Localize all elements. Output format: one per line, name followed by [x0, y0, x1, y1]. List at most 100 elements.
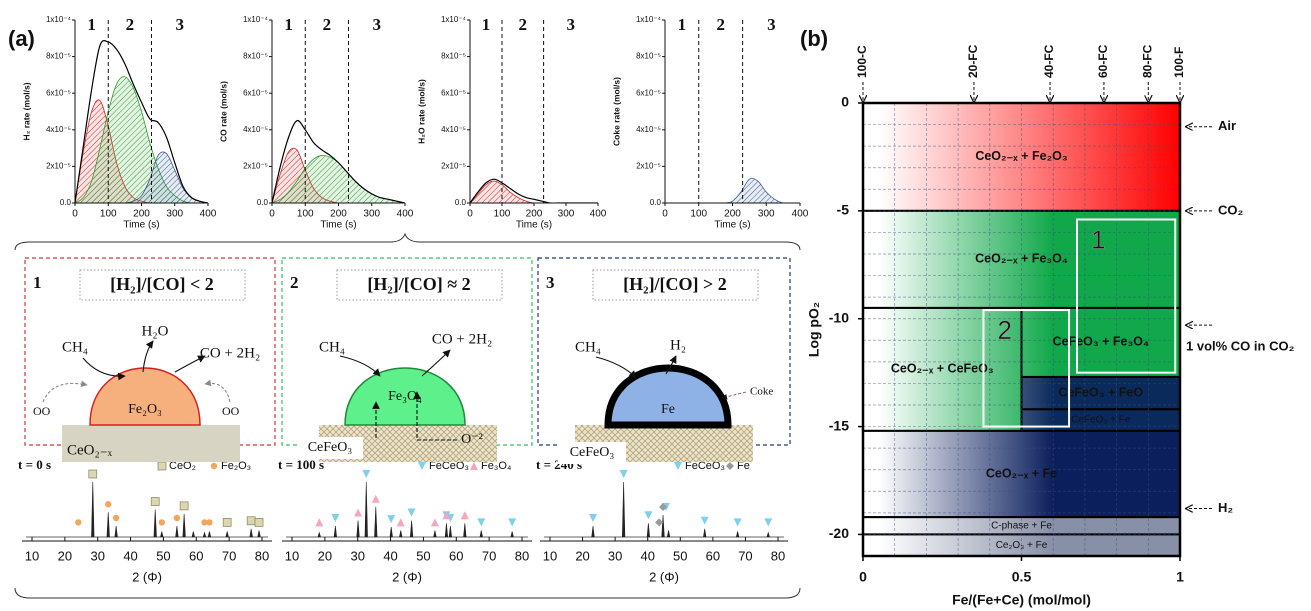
reaction-arrow: [413, 391, 457, 441]
phase-label: 1: [87, 15, 96, 34]
phase-marker: [315, 518, 324, 527]
peak: [106, 512, 110, 538]
y-tick-label: 8x10⁻⁵: [243, 52, 268, 61]
x-tick-label: 200: [724, 209, 741, 220]
particle: [604, 364, 732, 429]
hatched-area: [665, 178, 800, 203]
phase-marker: [387, 515, 396, 524]
peak: [646, 523, 650, 538]
legend-label: Fe₂O₃: [221, 460, 251, 472]
condition-label: CO₂: [1218, 202, 1244, 217]
phase-marker: [112, 514, 120, 522]
region-label: CeFeO₃ + FeO: [1058, 385, 1143, 399]
x-tick-label: 300: [758, 209, 775, 220]
stage-number: 1: [33, 273, 42, 292]
x-tick-label: 0: [467, 209, 473, 220]
phase-marker: [477, 518, 486, 527]
y-tick-label: 2x10⁻⁵: [441, 162, 466, 171]
reaction-arrow: [82, 357, 126, 381]
peak: [207, 531, 212, 538]
peak: [249, 528, 253, 538]
y-tick-label: 2x10⁻⁵: [243, 162, 268, 171]
coke-label: Coke: [750, 386, 773, 398]
phase-marker: [619, 470, 628, 478]
x-tick-label: 10: [25, 548, 39, 563]
y-tick-label: 4x10⁻⁵: [441, 125, 466, 134]
brace: [14, 587, 801, 599]
legend-symbol: [210, 462, 218, 470]
legend-label: FeCeO₃: [685, 460, 725, 472]
x-tick-label: 40: [640, 548, 654, 563]
phase-marker: [442, 511, 451, 520]
y-tick-label: 0.0: [650, 198, 662, 207]
phase-marker: [331, 514, 340, 522]
peak: [448, 525, 453, 538]
legend-label: FeCeO₃: [429, 460, 469, 472]
peak: [666, 530, 671, 538]
region-label: CeO₂₋ₓ + CeFeO₃: [891, 362, 994, 376]
x-tick-label: 200: [133, 209, 150, 220]
x-tick-label: 30: [90, 548, 104, 563]
peak: [317, 531, 321, 538]
region-label: CeFeO₃ + Fe: [1071, 415, 1131, 426]
x-tick-label: 400: [200, 209, 217, 220]
phase-marker: [206, 519, 213, 526]
x-tick-label: 70: [482, 548, 496, 563]
peak: [444, 523, 449, 538]
reaction-arrow: [595, 356, 637, 379]
x-tick-label: 30: [350, 548, 364, 563]
highlight-box: [982, 309, 1071, 428]
phase-label: 2: [519, 15, 528, 34]
x-tick-label: 50: [156, 548, 170, 563]
phase-marker: [179, 501, 189, 511]
x-tick-label: 100: [297, 209, 314, 220]
y-tick-label: 4x10⁻⁵: [243, 125, 268, 134]
phase-marker: [396, 518, 405, 527]
x-tick-label: 80: [255, 548, 269, 563]
peak: [374, 506, 378, 538]
region-label: CeO₂₋ₓ + Fe₃O₄: [975, 252, 1068, 266]
x-tick-label: 70: [222, 548, 236, 563]
x-tick-label: 40: [383, 548, 397, 563]
particle-label: Fe₂O₃: [128, 402, 162, 417]
x-tick-label: 0.5: [1012, 569, 1032, 585]
x-tick-label: 400: [792, 209, 809, 220]
phase-marker: [158, 519, 165, 526]
region-label: CeFeO₃ + Fe₃O₄: [1053, 335, 1149, 349]
reaction-arrow: [42, 380, 88, 403]
ratio-box: [336, 269, 503, 301]
x-tick-label: 100: [494, 209, 511, 220]
legend-symbol: [418, 462, 426, 470]
phase-label: 2: [323, 15, 332, 34]
y-tick-label: 1x10⁻⁴: [46, 15, 72, 24]
phase-label: 1: [678, 15, 687, 34]
reaction-arrow: [174, 355, 206, 373]
peak: [766, 531, 770, 538]
condition-label: 1 vol% CO in CO₂: [1186, 339, 1295, 354]
y-tick-label: 1x10⁻⁴: [636, 15, 662, 24]
peak: [191, 531, 196, 538]
reactant: CH₄: [62, 339, 88, 355]
reaction-arrow: [339, 355, 381, 377]
x-tick-label: 50: [416, 548, 430, 563]
x-tick-label: 80: [515, 548, 529, 563]
phase-marker: [460, 511, 469, 520]
box-label: 1: [1091, 224, 1105, 254]
x-tick-label: 60: [189, 548, 203, 563]
region-label: CeO₂₋ₓ + Fe₂O₃: [975, 149, 1068, 163]
y-tick-label: 0.0: [455, 198, 467, 207]
phase-marker: [201, 519, 208, 526]
peak: [389, 527, 393, 538]
phase-marker: [88, 469, 98, 479]
peak: [735, 531, 740, 538]
composition-label: 100-F: [1172, 47, 1186, 78]
phase-marker: [246, 516, 256, 526]
total-line: [75, 39, 208, 203]
condition-label: Air: [1218, 118, 1236, 133]
y-tick-label: -10: [829, 309, 849, 325]
peak: [225, 531, 229, 538]
phase-marker: [254, 518, 264, 527]
y-tick-label: 1x10⁻⁴: [441, 15, 467, 24]
x-tick-label: 60: [706, 548, 720, 563]
